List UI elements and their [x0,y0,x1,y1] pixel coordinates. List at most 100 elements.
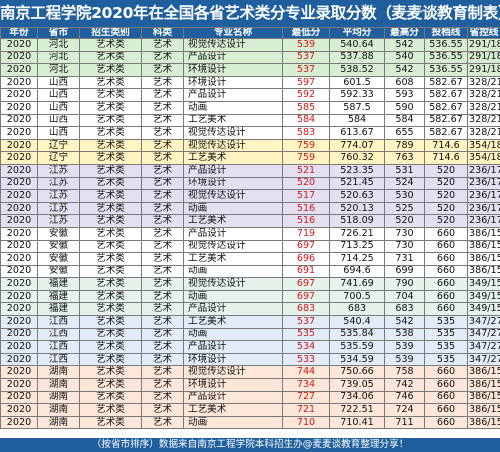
cell-subject: 艺术 [141,315,184,329]
cell-control-line: 236/170 [467,214,500,228]
cell-category: 艺术类 [79,176,142,191]
cell-control-line: 347/272 [467,315,500,329]
cell-major: 产品设计 [183,226,283,241]
cell-filing-line: 660 [424,378,468,392]
cell-avg-score: 601.5 [329,75,385,90]
cell-min-score: 727 [282,390,330,405]
cell-category: 艺术类 [79,352,142,367]
cell-control-line: 349/154 [467,302,500,317]
cell-major: 环境设计 [183,63,283,77]
cell-category: 艺术类 [79,100,142,115]
cell-year: 2020 [0,189,38,203]
cell-max-score: 593 [384,88,425,102]
cell-province: 江苏 [37,201,80,216]
cell-subject: 艺术 [141,378,184,392]
cell-filing-line: 536.55 [424,50,468,65]
cell-year: 2020 [0,352,38,367]
cell-avg-score: 540.4 [329,315,385,329]
cell-subject: 艺术 [141,201,184,216]
cell-year: 2020 [0,226,38,241]
cell-max-score: 746 [384,390,425,405]
cell-filing-line: 520 [424,176,468,191]
cell-avg-score: 535.84 [329,327,385,342]
cell-subject: 艺术 [141,75,184,90]
cell-major: 环境设计 [183,378,283,392]
cell-year: 2020 [0,390,38,405]
cell-min-score: 759 [282,138,330,153]
cell-max-score: 530 [384,189,425,203]
cell-filing-line: 535 [424,340,468,354]
cell-major: 产品设计 [183,88,283,102]
cell-max-score: 542 [384,315,425,329]
cell-major: 产品设计 [183,163,283,178]
cell-control-line: 328/211 [467,113,500,128]
cell-min-score: 697 [282,277,330,291]
cell-year: 2020 [0,176,38,191]
cell-avg-score: 774.07 [329,138,385,153]
cell-major: 视觉传达设计 [183,365,283,380]
cell-category: 艺术类 [79,378,142,392]
cell-subject: 艺术 [141,226,184,241]
cell-category: 艺术类 [79,302,142,317]
header-max-score: 最高分 [384,27,425,39]
cell-control-line: 349/154 [467,277,500,291]
cell-max-score: 789 [384,138,425,153]
cell-province: 山西 [37,100,80,115]
header-avg-score: 平均分 [329,27,385,39]
cell-avg-score: 587.5 [329,100,385,115]
cell-filing-line: 520 [424,189,468,203]
cell-max-score: 539 [384,340,425,354]
cell-year: 2020 [0,214,38,228]
cell-subject: 艺术 [141,138,184,153]
cell-category: 艺术类 [79,340,142,354]
cell-avg-score: 713.25 [329,239,385,254]
cell-min-score: 734 [282,378,330,392]
cell-year: 2020 [0,277,38,291]
cell-major: 工艺美术 [183,315,283,329]
cell-control-line: 349/154 [467,289,500,304]
cell-category: 艺术类 [79,214,142,228]
cell-control-line: 354/185 [467,138,500,153]
cell-category: 艺术类 [79,126,142,140]
cell-filing-line: 660 [424,226,468,241]
cell-year: 2020 [0,340,38,354]
cell-filing-line: 536.55 [424,63,468,77]
cell-avg-score: 535.59 [329,340,385,354]
cell-major: 视觉传达设计 [183,189,283,203]
cell-major: 工艺美术 [183,113,283,128]
cell-subject: 艺术 [141,302,184,317]
cell-filing-line: 660 [424,239,468,254]
cell-province: 江西 [37,315,80,329]
cell-filing-line: 660 [424,277,468,291]
header-category: 招生类别 [79,27,142,39]
cell-control-line: 328/211 [467,88,500,102]
cell-control-line: 236/170 [467,189,500,203]
cell-year: 2020 [0,113,38,128]
cell-min-score: 696 [282,252,330,266]
cell-year: 2020 [0,302,38,317]
cell-category: 艺术类 [79,38,142,52]
cell-filing-line: 660 [424,289,468,304]
score-table: 年份 省市 招生类别 科类 专业名称 最低分 平均分 最高分 投档线 省控线 2… [0,27,500,430]
cell-category: 艺术类 [79,113,142,128]
cell-filing-line: 660 [424,403,468,417]
cell-subject: 艺术 [141,38,184,52]
cell-filing-line: 582.67 [424,100,468,115]
cell-avg-score: 613.67 [329,126,385,140]
cell-category: 艺术类 [79,50,142,65]
cell-max-score: 540 [384,50,425,65]
cell-subject: 艺术 [141,289,184,304]
cell-subject: 艺术 [141,100,184,115]
cell-avg-score: 741.69 [329,277,385,291]
cell-min-score: 583 [282,126,330,140]
cell-subject: 艺术 [141,189,184,203]
cell-filing-line: 714.6 [424,151,468,165]
cell-category: 艺术类 [79,327,142,342]
